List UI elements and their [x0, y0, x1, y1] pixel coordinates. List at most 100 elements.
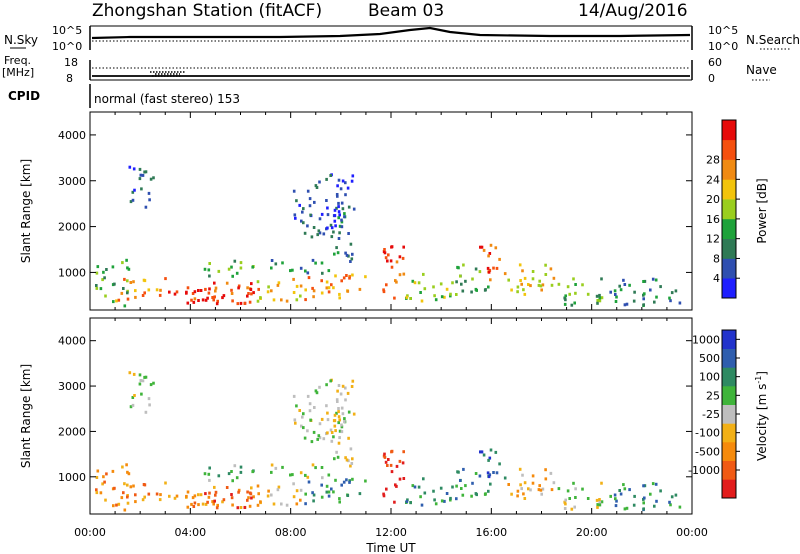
velocity-cell	[449, 496, 452, 500]
velocity-colorbar-segment	[722, 367, 736, 387]
velocity-cell	[344, 386, 347, 390]
velocity-colorbar-segment	[722, 423, 736, 443]
power-cell	[320, 279, 323, 283]
power-cell	[335, 246, 338, 250]
power-cell	[345, 274, 348, 277]
power-cell	[523, 276, 527, 280]
power-cell	[230, 288, 233, 292]
power-cell	[492, 266, 495, 270]
power-cell	[581, 283, 584, 287]
power-cell	[292, 277, 295, 281]
velocity-ylabel: Slant Range [km]	[19, 364, 33, 468]
power-cell	[574, 291, 577, 295]
power-cell	[461, 289, 465, 293]
power-cell	[159, 288, 162, 292]
power-cell	[318, 180, 321, 184]
velocity-cell	[299, 488, 303, 492]
power-cell	[111, 265, 115, 269]
velocity-cell	[471, 481, 474, 485]
velocity-ytick-label: 1000	[58, 471, 86, 484]
velocity-cell	[625, 506, 629, 510]
velocity-cell	[341, 384, 345, 388]
velocity-cell	[321, 476, 324, 480]
power-cell	[237, 286, 240, 290]
power-cell	[549, 267, 553, 271]
velocity-cell	[574, 496, 577, 499]
power-cell	[364, 275, 367, 279]
power-cell	[449, 294, 452, 298]
velocity-cell	[127, 472, 131, 476]
velocity-cell	[326, 418, 330, 422]
velocity-cell	[345, 478, 348, 482]
power-cell	[333, 214, 337, 218]
velocity-cell	[235, 476, 239, 480]
power-cell	[486, 266, 490, 270]
power-cell	[653, 300, 656, 304]
velocity-cell	[158, 498, 162, 502]
velocity-cell	[208, 466, 211, 470]
power-cell	[206, 296, 209, 300]
power-cell	[339, 187, 343, 191]
power-cell	[158, 293, 162, 297]
power-cell	[564, 294, 567, 298]
velocity-cell	[326, 411, 329, 415]
velocity-cell	[570, 507, 574, 511]
velocity-cell	[231, 503, 234, 507]
velocity-cbar-label: Velocity [m s-1]	[754, 371, 769, 461]
velocity-cell	[344, 398, 347, 402]
velocity-cell	[197, 503, 200, 507]
power-cell	[451, 281, 454, 285]
power-cell	[480, 245, 484, 249]
velocity-cell	[303, 436, 307, 440]
velocity-cell	[333, 413, 337, 417]
velocity-cell	[289, 473, 292, 477]
velocity-cell	[314, 466, 317, 470]
power-cell	[318, 231, 322, 235]
velocity-cell	[455, 484, 458, 488]
velocity-cell	[299, 471, 303, 475]
velocity-cell	[557, 487, 561, 491]
velocity-cell	[212, 502, 215, 506]
velocity-cell	[134, 500, 137, 504]
velocity-cell	[230, 470, 233, 473]
velocity-cell	[95, 491, 99, 495]
velocity-cell	[632, 503, 636, 507]
power-cell	[459, 274, 462, 278]
power-cell	[600, 277, 603, 281]
power-cell	[315, 186, 319, 189]
power-cell	[398, 273, 402, 277]
velocity-cell	[351, 457, 354, 461]
velocity-cell	[544, 468, 547, 472]
velocity-cell	[193, 494, 197, 498]
velocity-cell	[249, 492, 253, 496]
power-cell	[239, 261, 243, 265]
velocity-cell	[221, 500, 224, 504]
velocity-cell	[395, 484, 398, 488]
power-cell	[348, 276, 351, 280]
velocity-cell	[642, 507, 645, 511]
velocity-colorbar: 1000 500 100 25 -25 -100 -500 -1000	[688, 329, 740, 499]
velocity-cell	[350, 462, 354, 465]
velocity-cell	[390, 470, 394, 474]
power-cell	[122, 287, 125, 290]
power-cell	[340, 220, 344, 224]
power-cell	[537, 283, 541, 287]
power-cell	[614, 293, 617, 296]
velocity-cell	[295, 502, 299, 506]
velocity-cell	[537, 488, 541, 492]
velocity-cell	[147, 492, 151, 496]
power-cell	[529, 284, 532, 288]
velocity-colorbar-segment	[722, 442, 736, 461]
velocity-cell	[281, 465, 284, 469]
power-cell	[337, 237, 341, 240]
beam-title: Beam 03	[368, 1, 444, 21]
power-cell	[520, 282, 523, 286]
velocity-colorbar-segment	[722, 404, 736, 424]
power-cell	[335, 193, 339, 196]
power-cell	[320, 261, 324, 265]
power-cell	[134, 289, 137, 293]
velocity-cell	[120, 496, 124, 500]
power-cell	[460, 282, 463, 286]
velocity-cell	[596, 503, 599, 507]
velocity-cell	[125, 463, 128, 467]
